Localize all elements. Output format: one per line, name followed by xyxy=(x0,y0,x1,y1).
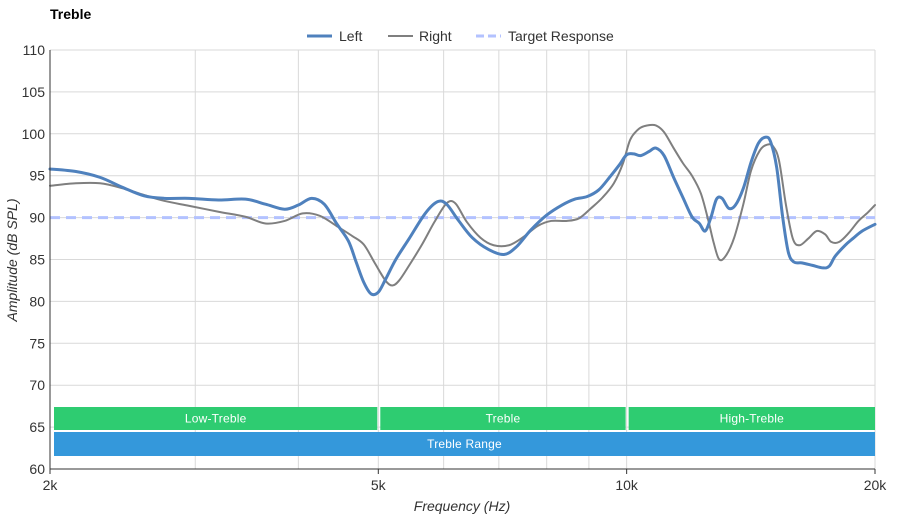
chart-title: Treble xyxy=(50,6,91,22)
series-left xyxy=(48,135,877,297)
series-right xyxy=(49,123,876,287)
legend-label: Target Response xyxy=(508,28,614,44)
band-label: Treble Range xyxy=(427,437,502,451)
band-label: Low-Treble xyxy=(185,412,247,426)
range-bands: Low-Treble Treble High-Treble Treble Range xyxy=(54,407,875,456)
y-tick-label: 105 xyxy=(22,84,46,100)
band-label: Treble xyxy=(486,412,521,426)
band-treble xyxy=(380,407,626,430)
y-tick-label: 60 xyxy=(29,461,45,477)
series-lines xyxy=(48,123,877,297)
band-low-treble xyxy=(54,407,378,430)
axes: 60 65 70 75 80 85 90 95 100 105 110 2k 5k 10k 20k xyxy=(22,42,888,493)
band-label: High-Treble xyxy=(720,412,785,426)
legend: Left Right Target Response xyxy=(307,28,614,44)
y-tick-label: 85 xyxy=(29,252,45,268)
y-tick-label: 100 xyxy=(22,126,46,142)
band-treble-range xyxy=(54,432,875,456)
x-tick-label: 10k xyxy=(615,477,639,493)
y-tick-label: 70 xyxy=(29,377,45,393)
y-tick-label: 110 xyxy=(23,42,46,58)
x-tick-label: 20k xyxy=(864,477,888,493)
legend-label: Right xyxy=(419,28,452,44)
y-tick-label: 95 xyxy=(29,168,45,184)
x-tick-label: 2k xyxy=(43,477,59,493)
y-tick-label: 80 xyxy=(29,293,45,309)
x-axis-title: Frequency (Hz) xyxy=(414,498,510,514)
grid xyxy=(49,49,876,470)
band-high-treble xyxy=(628,407,875,430)
legend-label: Left xyxy=(339,28,362,44)
y-tick-label: 75 xyxy=(29,335,45,351)
y-tick-label: 90 xyxy=(29,210,45,226)
y-axis-title: Amplitude (dB SPL) xyxy=(4,199,20,323)
y-tick-label: 65 xyxy=(29,419,45,435)
x-tick-label: 5k xyxy=(371,477,387,493)
